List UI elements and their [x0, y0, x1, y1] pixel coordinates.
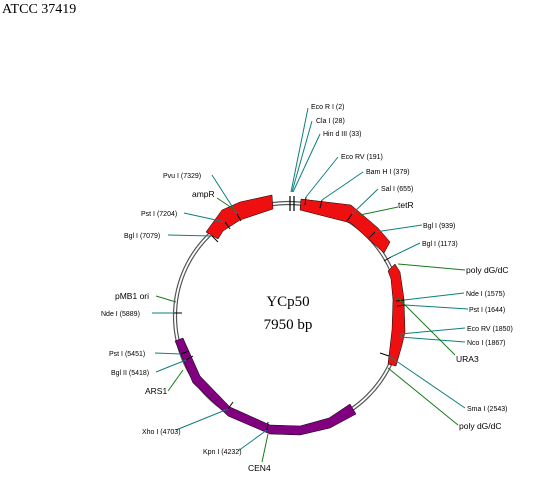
tick-xhoi-4703 — [227, 401, 234, 410]
site-label-bgli-939: Bgl I (939) — [423, 223, 455, 230]
leader-ndei-1575 — [403, 292, 465, 301]
site-label-ecori: Eco R I (2) — [311, 104, 344, 111]
leader-ncoi — [399, 336, 466, 343]
site-label-ndei-1575: Nde I (1575) — [466, 291, 505, 298]
site-label-psti-7204: Pst I (7204) — [141, 211, 177, 218]
cen4-ars1-region — [174, 337, 357, 436]
leader-bgli-7079 — [167, 234, 213, 237]
leader-smai — [388, 355, 466, 409]
site-label-ndei-5889: Nde I (5889) — [101, 311, 140, 318]
leader-psti-5451 — [154, 352, 182, 355]
leader-bglii — [155, 359, 187, 373]
tick-psti-7204 — [224, 221, 231, 230]
site-label-kpni: Kpn I (4232) — [203, 449, 242, 456]
leader-sali — [351, 188, 379, 215]
site-label-clai: Cla I (28) — [316, 118, 345, 125]
leader-ecorv-1850 — [399, 327, 466, 335]
site-label-ecorv-191: Eco RV (191) — [341, 154, 383, 161]
feature-label-cen4: CEN4 — [248, 463, 271, 473]
site-label-ncoi: Nco I (1867) — [467, 340, 506, 347]
leader-xhoi — [175, 408, 229, 431]
leader-bgli-939 — [374, 224, 423, 233]
site-label-psti-5451: Pst I (5451) — [109, 351, 145, 358]
ura3-arrow — [387, 263, 406, 367]
tick-sali-655 — [346, 213, 353, 222]
leader-psti-7204 — [183, 212, 226, 223]
tick-bgli-939 — [368, 231, 376, 239]
site-label-bglii: Bgl II (5418) — [111, 370, 149, 377]
tick-psti-5451 — [180, 350, 190, 355]
site-leaders — [152, 107, 469, 452]
tick-kpni-4232 — [266, 421, 269, 431]
leader-ampr — [216, 197, 236, 211]
leader-pvui — [211, 174, 238, 215]
tick-smai-2543 — [379, 352, 390, 357]
leader-ecorv-191 — [305, 156, 339, 198]
site-label-bamhi: Bam H I (379) — [366, 169, 410, 176]
leader-bgli-1173 — [390, 242, 421, 258]
leader-psti-1644 — [404, 304, 469, 310]
leader-tetr — [359, 206, 399, 216]
tetr-arrow — [299, 198, 391, 254]
feature-label-tetr: tetR — [398, 200, 414, 210]
tick-pvui-7329 — [236, 213, 242, 222]
leader-pmb1-ori — [155, 295, 177, 303]
feature-label-ampr: ampR — [192, 189, 215, 199]
site-label-sali: Sal I (655) — [381, 186, 413, 193]
leader-kpni — [237, 429, 268, 452]
site-label-bgli-7079: Bgl I (7079) — [124, 233, 160, 240]
feature-label-ura3: URA3 — [456, 354, 479, 364]
feature-label-ars1: ARS1 — [145, 386, 167, 396]
site-label-pvui: Pvu I (7329) — [163, 173, 201, 180]
site-label-ecorv-1850: Eco RV (1850) — [467, 326, 513, 333]
leader-ura3 — [397, 297, 456, 356]
leader-hindiii — [292, 133, 321, 193]
feature-label-polydgdc-1: poly dG/dC — [466, 265, 509, 275]
leader-polydgdc-2 — [387, 367, 459, 426]
tick-bgli-7079 — [211, 235, 219, 243]
site-label-hindiii: Hin d III (33) — [323, 131, 362, 138]
tick-bglii-5418 — [185, 355, 194, 361]
leader-cen4 — [261, 433, 269, 463]
feature-label-polydgdc-2: poly dG/dC — [459, 421, 502, 431]
leader-ecori — [290, 107, 309, 193]
leader-bamhi — [321, 171, 364, 201]
site-label-xhoi: Xho I (4703) — [142, 429, 181, 436]
plasmid-name: YCp50 — [266, 294, 309, 310]
tick-bamhi-379 — [319, 199, 323, 209]
page-title: ATCC 37419 — [2, 2, 77, 17]
tick-bgli-1173 — [383, 256, 392, 262]
site-label-smai: Sma I (2543) — [467, 406, 507, 413]
feature-leaders — [155, 197, 466, 463]
site-label-psti-1644: Pst I (1644) — [469, 307, 505, 314]
tick-psti-1644 — [396, 304, 406, 307]
site-ticks — [174, 196, 406, 431]
feature-label-pmb1-ori: pMB1 ori — [115, 291, 149, 301]
ampr-arrow — [205, 194, 274, 240]
leader-clai — [291, 120, 313, 193]
leader-polydgdc-1 — [397, 263, 466, 271]
site-label-bgli-1173: Bgl I (1173) — [422, 241, 458, 248]
leader-ars1 — [167, 369, 184, 392]
tick-ecorv-191 — [304, 196, 307, 206]
plasmid-size: 7950 bp — [264, 317, 313, 333]
